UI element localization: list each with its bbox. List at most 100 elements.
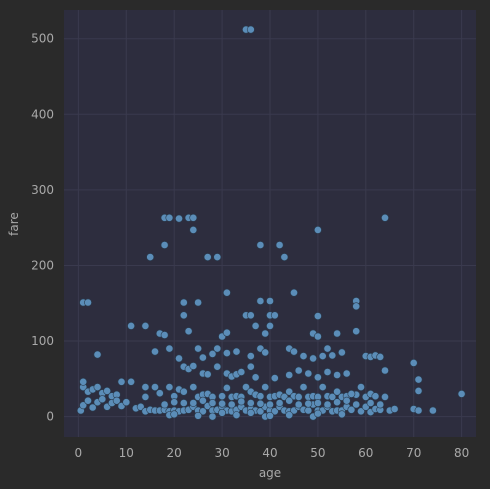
data-point [261,383,270,391]
data-point [84,396,92,405]
data-point [285,411,294,419]
data-point [266,411,274,420]
data-point [352,400,361,409]
data-point [194,298,202,307]
y-tick-label: 400 [31,107,54,121]
data-point [290,288,298,297]
x-tick-label: 80 [454,446,469,460]
data-point [165,213,174,222]
y-tick-label: 500 [31,32,54,46]
data-point [213,362,222,371]
data-point [237,397,246,406]
data-point [285,387,294,396]
data-point [347,389,356,398]
data-point [323,344,332,353]
data-point [160,241,169,249]
data-point [246,362,255,371]
data-point [141,392,150,401]
y-tick-label: 300 [31,183,54,197]
data-point [208,349,217,358]
data-point [136,402,145,411]
data-point [313,312,322,320]
data-point [352,302,361,311]
data-point [246,399,255,407]
data-point [270,374,279,382]
data-point [333,387,341,396]
data-point [304,406,313,415]
data-point [313,225,322,234]
x-tick-label: 20 [167,446,182,460]
data-point [390,405,399,413]
data-point [304,399,313,408]
data-point [333,371,341,379]
data-point [357,407,365,416]
data-point [313,373,322,382]
data-point [294,366,303,375]
data-point [290,347,298,356]
data-point [179,298,188,307]
data-point [151,347,159,356]
y-tick-label: 100 [31,334,54,348]
data-point [428,406,437,415]
x-tick-label: 60 [358,446,373,460]
data-point [141,383,150,391]
data-point [285,371,294,379]
data-point [189,399,198,407]
data-point [299,383,308,391]
data-point [232,347,241,356]
x-axis-ticks: 0 10 20 30 40 50 60 70 80 [75,446,470,460]
data-point [352,327,361,336]
data-point [141,321,150,330]
data-point [275,399,284,407]
data-point [256,399,265,408]
data-point [414,375,423,384]
data-point [218,408,226,417]
data-point [84,298,92,307]
data-point [347,405,356,414]
data-point [337,348,346,357]
data-point [381,213,389,222]
data-point [266,321,274,330]
data-point [304,369,313,378]
data-point [93,383,102,391]
data-point [175,354,183,363]
data-point [194,411,202,420]
data-point [299,352,308,360]
data-point [218,392,226,401]
data-point [117,377,126,386]
data-point [266,400,274,409]
data-point [122,398,131,407]
data-point [179,387,188,396]
data-point [213,344,222,353]
data-point [222,383,231,392]
data-point [270,311,279,320]
data-point [342,369,351,378]
data-point [246,352,255,360]
data-point [184,327,193,336]
data-point [357,383,365,391]
data-point [246,311,255,320]
data-point [246,408,255,417]
x-tick-label: 30 [214,446,229,460]
data-point [170,398,179,407]
data-point [151,383,159,391]
grid-lines [64,10,476,437]
data-point [227,400,236,409]
x-tick-label: 50 [310,446,325,460]
data-point [103,386,111,395]
data-point [371,392,380,401]
data-point [160,400,169,409]
data-point [222,328,231,337]
data-point [203,370,212,379]
data-point [414,386,423,395]
data-point [127,321,136,330]
y-tick-label: 0 [46,410,54,424]
data-point [242,383,250,391]
data-point [323,400,332,409]
y-tick-label: 200 [31,258,54,272]
data-point [328,392,337,401]
data-point [222,288,231,297]
data-point [313,332,322,341]
data-point [313,399,322,407]
